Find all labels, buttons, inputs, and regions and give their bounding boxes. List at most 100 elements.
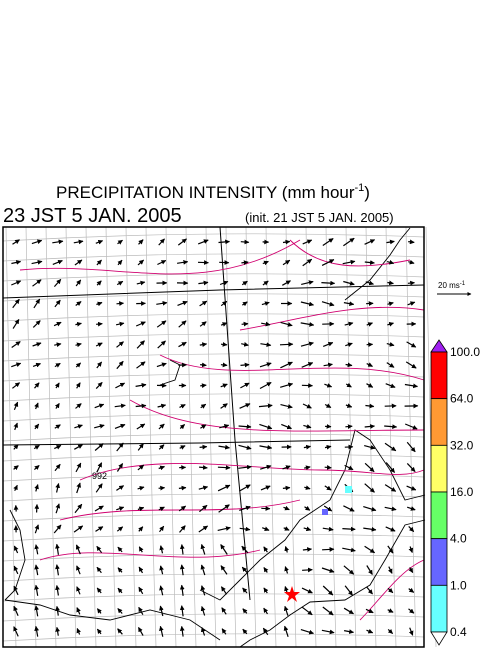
- wind-vector: [408, 627, 414, 636]
- wind-vector: [387, 566, 393, 574]
- wind-vector: [11, 260, 22, 265]
- wind-vector: [200, 564, 206, 576]
- wind-vector: [12, 298, 20, 309]
- grid-line: [365, 226, 377, 648]
- wind-vector: [323, 505, 333, 512]
- wind-vector: [159, 605, 164, 617]
- wind-vector: [199, 444, 208, 450]
- wind-vector: [53, 321, 62, 327]
- wind-vector: [179, 525, 186, 533]
- wind-vector: [344, 464, 354, 471]
- wind-vector: [137, 626, 144, 636]
- wind-vector: [158, 506, 165, 512]
- wind-vector: [365, 403, 375, 409]
- wind-vector: [242, 587, 248, 594]
- wind-vector: [94, 443, 104, 451]
- wind-vector: [220, 586, 228, 595]
- wind-vector: [301, 587, 313, 594]
- wind-vector: [177, 238, 187, 246]
- wind-vector: [96, 280, 102, 286]
- wind-vector: [137, 443, 144, 451]
- grid-line: [2, 573, 425, 582]
- wind-vector: [159, 525, 165, 533]
- wind-vector: [408, 259, 415, 265]
- isobar: [359, 559, 425, 621]
- wind-vector: [262, 280, 269, 286]
- wind-vector: [158, 444, 165, 450]
- wind-vector: [114, 423, 126, 429]
- wind-vector: [240, 239, 250, 245]
- wind-vector: [217, 484, 231, 492]
- wind-vector: [13, 626, 19, 637]
- wind-vector: [303, 444, 311, 450]
- isobar: [239, 306, 425, 331]
- wind-vector: [157, 403, 167, 409]
- wind-vector: [74, 503, 83, 514]
- wind-vector: [242, 628, 248, 635]
- wind-vector: [343, 505, 355, 512]
- wind-vector: [384, 442, 397, 452]
- wind-vector: [241, 321, 249, 327]
- wind-vector: [55, 585, 60, 596]
- wind-vector: [302, 239, 313, 245]
- wind-vector: [74, 259, 83, 266]
- contour-label: 992: [92, 471, 107, 481]
- wind-vector: [54, 342, 62, 348]
- wind-vector: [324, 444, 332, 450]
- wind-vector: [55, 483, 61, 493]
- wind-vector: [33, 298, 41, 309]
- wind-vector: [117, 239, 123, 245]
- wind-vector: [178, 341, 187, 348]
- wind-vector: [54, 402, 60, 409]
- grid-line: [2, 353, 425, 362]
- wind-vector: [12, 382, 20, 389]
- wind-vector: [75, 462, 82, 473]
- wind-vector: [262, 627, 269, 636]
- wind-vector: [304, 485, 311, 490]
- wind-vector: [11, 280, 22, 286]
- wind-vector: [116, 341, 124, 348]
- wind-vector: [218, 504, 230, 513]
- wind-vector: [200, 403, 207, 409]
- wind-vector: [385, 383, 396, 388]
- wind-vector: [366, 362, 373, 367]
- wind-vector: [34, 544, 40, 555]
- wind-vector: [321, 301, 335, 307]
- wind-vector: [116, 360, 124, 370]
- wind-vector: [343, 607, 354, 615]
- wind-key-text: 20 ms: [438, 281, 460, 290]
- wind-vector: [177, 259, 189, 265]
- wind-vector: [322, 606, 334, 616]
- wind-vector: [260, 485, 271, 491]
- wind-vector: [117, 608, 123, 614]
- wind-vector: [344, 585, 353, 596]
- wind-vector: [343, 237, 355, 247]
- wind-vector: [95, 342, 103, 348]
- wind-vector: [74, 424, 83, 429]
- wind-vector: [263, 567, 269, 573]
- wind-vector: [262, 260, 269, 266]
- wind-vector: [241, 280, 248, 286]
- wind-vector: [34, 625, 40, 637]
- wind-vector: [343, 629, 354, 634]
- wind-vector: [280, 361, 293, 369]
- init-time: (init. 21 JST 5 JAN. 2005): [245, 210, 394, 225]
- wind-vector: [343, 565, 355, 575]
- wind-vector: [240, 382, 250, 389]
- wind-vector: [261, 321, 271, 327]
- wind-vector: [96, 259, 102, 266]
- wind-vector: [261, 526, 270, 531]
- wind-vector: [75, 403, 82, 409]
- wind-vector: [54, 424, 61, 430]
- wind-vector: [96, 545, 103, 554]
- wind-vector: [96, 608, 102, 614]
- wind-key: 20 ms-1: [437, 281, 472, 296]
- wind-vector: [342, 526, 356, 532]
- wind-vector: [200, 585, 206, 596]
- wind-vector: [34, 484, 39, 492]
- wind-vector: [239, 403, 251, 409]
- wind-vector: [179, 445, 186, 450]
- wind-vector: [116, 526, 124, 532]
- colorbar-label: 0.4: [450, 625, 467, 639]
- wind-vector: [408, 239, 415, 245]
